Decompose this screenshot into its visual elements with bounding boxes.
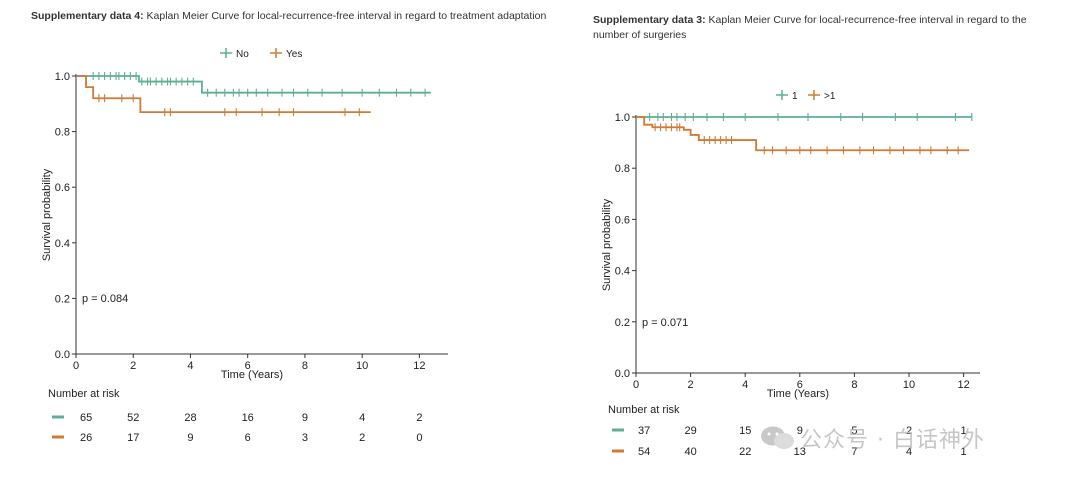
caption-text: Kaplan Meier Curve for local-recurrence-… (593, 14, 1027, 41)
y-tick-label: 0.0 (615, 368, 630, 380)
y-tick-label: 0.8 (55, 127, 70, 139)
risk-table: Number at risk 65 52 28 16 9 4 2 26 17 9 6 3 2 0 (48, 388, 422, 444)
y-tick-label: 0.2 (615, 317, 630, 329)
y-tick-label: 1.0 (615, 112, 630, 124)
legend-label: Yes (286, 49, 302, 60)
chart-1: 0.0 0.2 0.4 0.6 0.8 1.0 0 2 4 6 8 10 12 Time (Years) S… (41, 48, 448, 444)
x-tick-label: 0 (633, 379, 639, 391)
risk-value: 52 (127, 412, 139, 424)
risk-value: 5 (851, 425, 857, 437)
caption-text: Kaplan Meier Curve for local-recurrence-… (143, 10, 547, 22)
risk-table-label: Number at risk (608, 404, 680, 416)
risk-value: 1 (961, 446, 967, 458)
x-tick-label: 12 (413, 360, 425, 372)
x-tick-label: 10 (356, 360, 368, 372)
y-tick-label: 0.6 (615, 214, 630, 226)
risk-value: 54 (638, 446, 650, 458)
x-tick-label: 4 (187, 360, 193, 372)
risk-value: 13 (794, 446, 806, 458)
risk-value: 28 (184, 412, 196, 424)
x-tick-label: 10 (903, 379, 915, 391)
y-tick-label: 0.6 (55, 182, 70, 194)
y-axis-label: Survival probability (601, 198, 613, 291)
caption-supplementary-3: Supplementary data 3: Kaplan Meier Curve… (593, 13, 1063, 43)
risk-value: 6 (245, 432, 251, 444)
risk-table-label: Number at risk (48, 388, 120, 400)
y-tick-label: 0.8 (615, 163, 630, 175)
km-curve-Yes (76, 75, 371, 114)
x-tick-label: 2 (688, 379, 694, 391)
watermark: 公众号 · 白话神外 (800, 428, 985, 453)
legend: No Yes (220, 48, 302, 60)
y-tick-label: 0.4 (615, 266, 630, 278)
y-axis-label: Survival probability (41, 168, 53, 261)
caption-bold: Supplementary data 4: (31, 10, 144, 22)
legend-label: No (236, 49, 249, 60)
y-tick-label: 0.2 (55, 293, 70, 305)
risk-value: 65 (80, 412, 92, 424)
risk-value: 0 (416, 432, 422, 444)
legend-label: 1 (792, 91, 798, 102)
risk-value: 4 (359, 412, 365, 424)
risk-value: 9 (302, 412, 308, 424)
risk-value: 4 (906, 446, 912, 458)
risk-value: 1 (961, 425, 967, 437)
risk-table: Number at risk 37 29 15 9 5 2 1 54 40 22 13 7 4 1 (608, 404, 967, 458)
x-tick-label: 2 (130, 360, 136, 372)
legend: 1 >1 (776, 90, 836, 102)
risk-value: 3 (302, 432, 308, 444)
risk-value: 16 (242, 412, 254, 424)
x-tick-label: 6 (797, 379, 803, 391)
y-tick-label: 1.0 (55, 71, 70, 83)
risk-value: 37 (638, 425, 650, 437)
caption-bold: Supplementary data 3: (593, 14, 706, 26)
y-tick-label: 0.4 (55, 238, 70, 250)
legend-label: >1 (824, 91, 836, 102)
p-value-annotation: p = 0.084 (82, 293, 128, 305)
risk-value: 22 (739, 446, 751, 458)
y-tick-label: 0.0 (55, 349, 70, 361)
risk-value: 2 (906, 425, 912, 437)
x-tick-label: 8 (302, 360, 308, 372)
risk-value: 9 (187, 432, 193, 444)
x-tick-label: 4 (742, 379, 748, 391)
risk-value: 9 (797, 425, 803, 437)
risk-value: 26 (80, 432, 92, 444)
risk-value: 7 (851, 446, 857, 458)
risk-value: 2 (359, 432, 365, 444)
x-tick-label: 0 (73, 360, 79, 372)
x-axis-label: Time (Years) (767, 388, 829, 400)
risk-value: 2 (416, 412, 422, 424)
risk-value: 17 (127, 432, 139, 444)
x-tick-label: 8 (851, 379, 857, 391)
risk-value: 29 (684, 425, 696, 437)
km-curve-No (76, 75, 431, 94)
x-tick-label: 6 (245, 360, 251, 372)
risk-value: 40 (684, 446, 696, 458)
km-curve->1 (636, 116, 970, 152)
x-axis-label: Time (Years) (221, 369, 283, 381)
caption-supplementary-4: Supplementary data 4: Kaplan Meier Curve… (31, 9, 576, 24)
risk-value: 15 (739, 425, 751, 437)
x-tick-label: 12 (957, 379, 969, 391)
p-value-annotation: p = 0.071 (642, 317, 688, 329)
